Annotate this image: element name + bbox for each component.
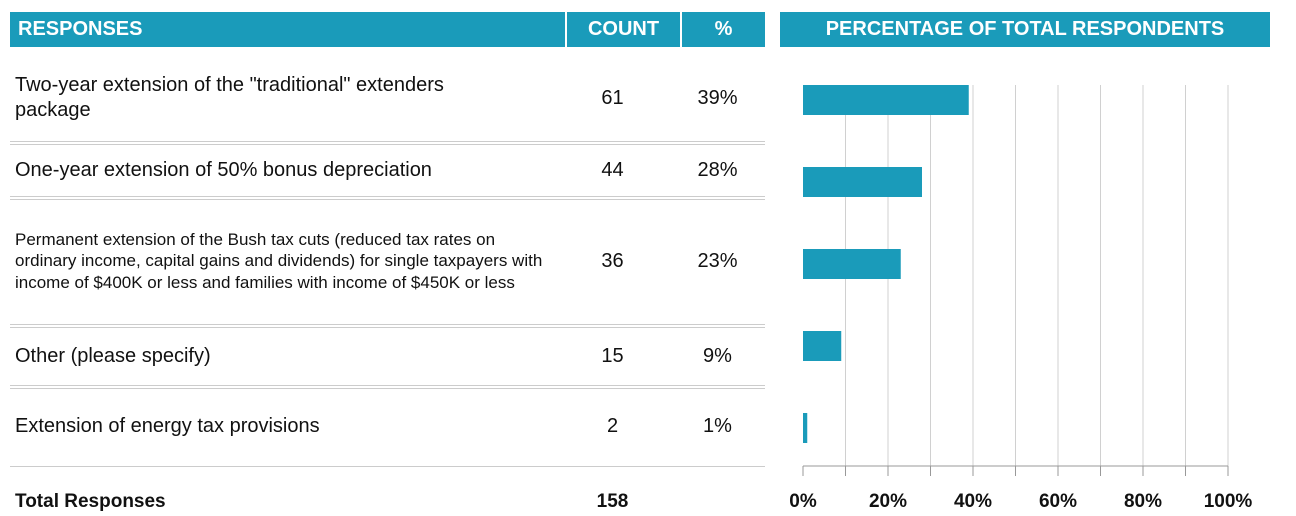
row-divider [10, 466, 765, 467]
x-tick-label: 40% [954, 491, 992, 512]
bar [803, 249, 901, 279]
header-count: COUNT [565, 12, 680, 47]
row-divider [10, 141, 765, 145]
response-label: Extension of energy tax provisions [15, 415, 320, 437]
count: 15 [601, 345, 624, 367]
count: 2 [606, 415, 619, 437]
percent: 39% [697, 86, 738, 109]
x-tick-label: 100% [1204, 491, 1253, 512]
bar [803, 413, 808, 443]
x-tick-label: 80% [1124, 491, 1162, 512]
count: 61 [601, 86, 624, 109]
bar [803, 85, 969, 115]
row-divider [10, 385, 765, 389]
row-divider [10, 196, 765, 200]
header-responses: RESPONSES [10, 12, 565, 47]
header-percent: % [680, 12, 765, 47]
percent: 1% [703, 415, 732, 437]
response-label: Permanent extension of the Bush tax cuts… [15, 230, 543, 292]
x-tick-label: 60% [1039, 491, 1077, 512]
count: 44 [601, 159, 624, 181]
x-tick-label: 0% [789, 491, 817, 512]
total-count: 158 [596, 491, 629, 512]
percent: 28% [697, 159, 738, 181]
response-label: Two-year extension of the "traditional" … [15, 74, 444, 121]
x-tick-label: 20% [869, 491, 907, 512]
bar [803, 331, 842, 361]
percent: 9% [703, 345, 732, 367]
total-label: Total Responses [15, 491, 166, 512]
percent: 23% [697, 249, 738, 272]
response-label: One-year extension of 50% bonus deprecia… [15, 159, 432, 181]
count: 36 [601, 249, 624, 272]
row-divider [10, 324, 765, 328]
bar [803, 167, 922, 197]
response-label: Other (please specify) [15, 345, 211, 367]
chart-title: PERCENTAGE OF TOTAL RESPONDENTS [780, 12, 1270, 47]
